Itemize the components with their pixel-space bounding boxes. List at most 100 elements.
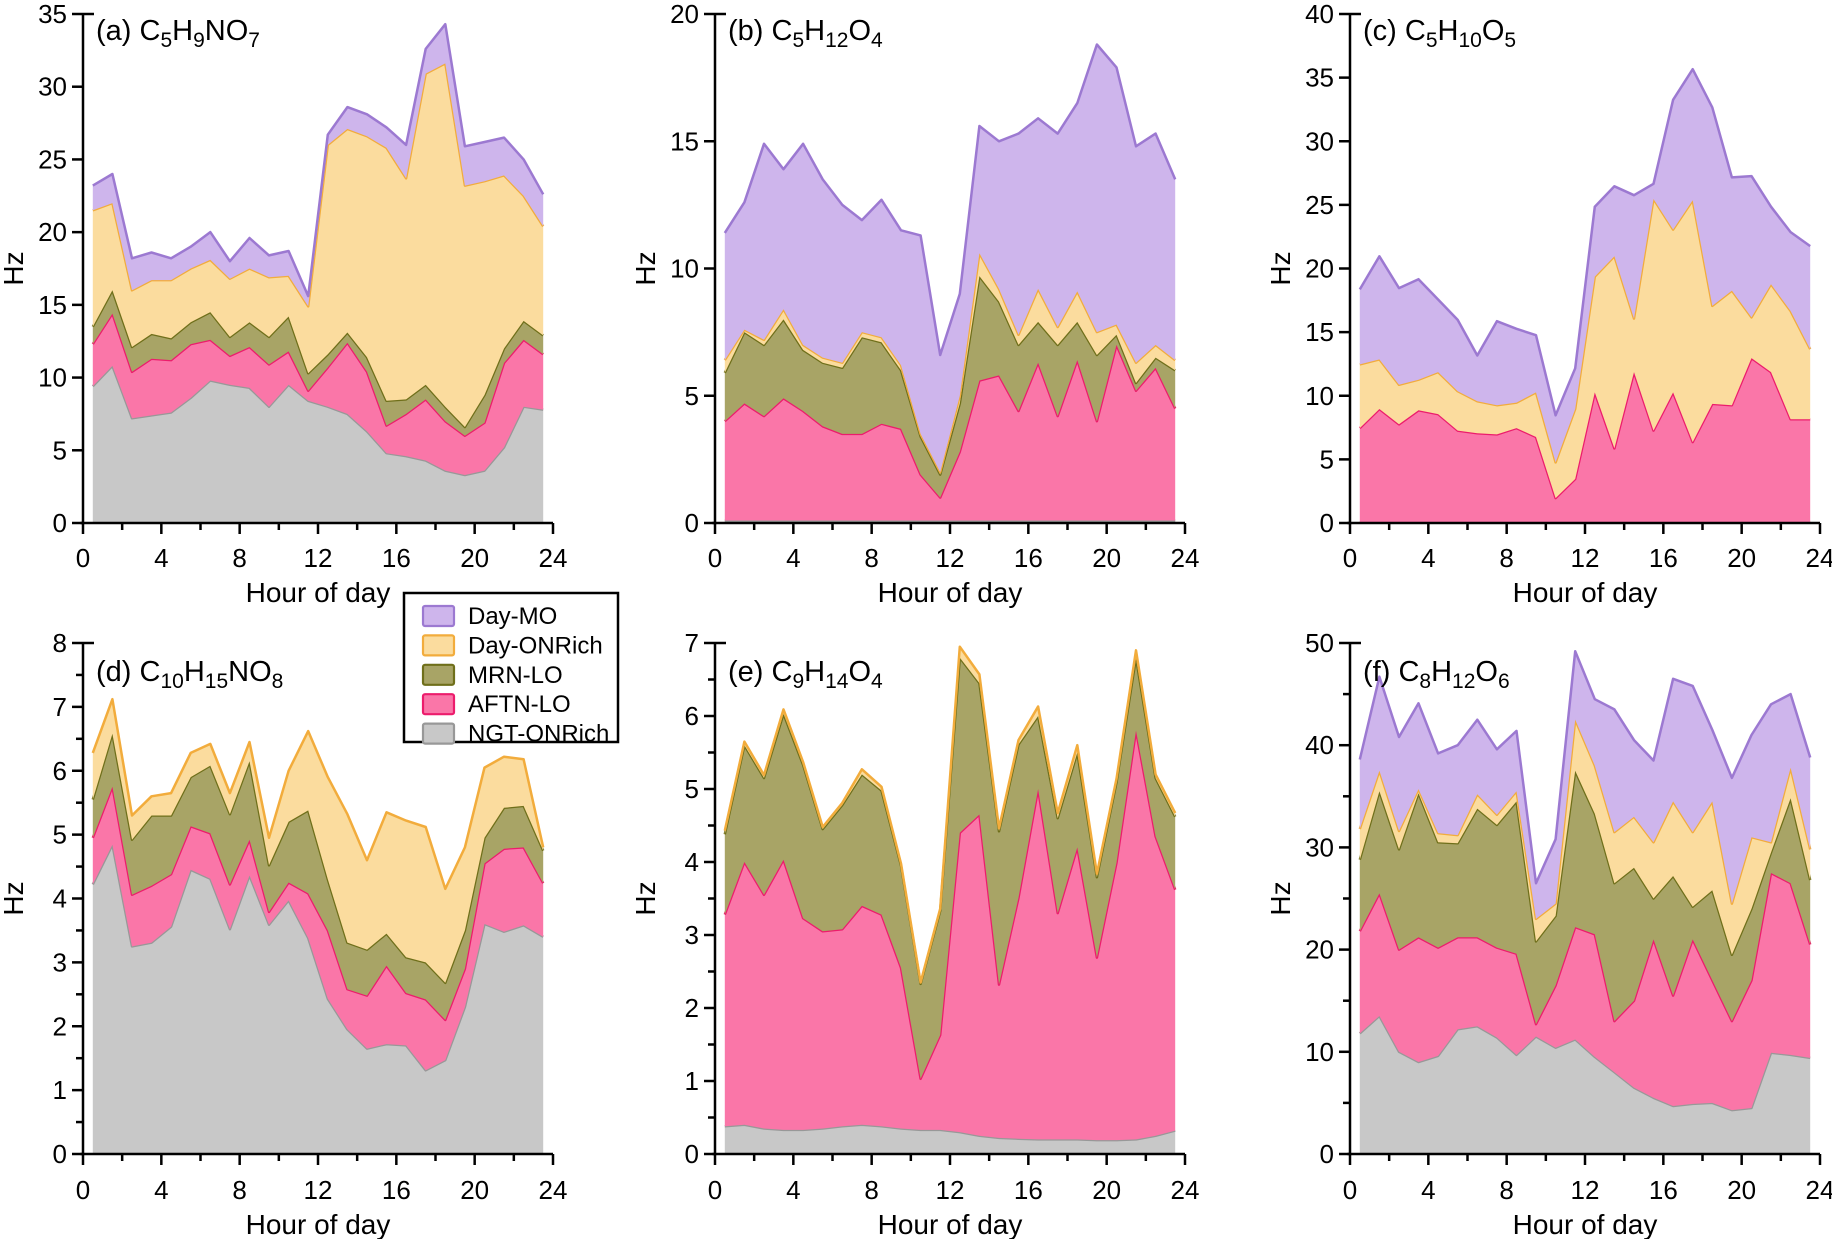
y-tick-label: 40 bbox=[1305, 0, 1334, 29]
y-tick-label: 25 bbox=[1305, 190, 1334, 220]
area-MRN-LO bbox=[724, 657, 1176, 1079]
x-tick-label: 0 bbox=[708, 1175, 722, 1205]
x-tick-label: 24 bbox=[1171, 1175, 1200, 1205]
area-Day-ONRich bbox=[92, 63, 544, 428]
legend-swatch-Day-MO bbox=[421, 604, 456, 628]
x-tick-label: 20 bbox=[1727, 1175, 1756, 1205]
y-axis-title: Hz bbox=[630, 881, 661, 915]
x-tick-label: 12 bbox=[1571, 1175, 1600, 1205]
area-AFTN-LO bbox=[724, 344, 1176, 521]
x-tick-label: 24 bbox=[1806, 1175, 1832, 1205]
x-tick-label: 20 bbox=[1727, 543, 1756, 573]
y-tick-label: 4 bbox=[53, 884, 67, 914]
panel-f: 0 10 20 30 40 50 0 4 8 12 16 20 24 Hz Hour of day (f) C… bbox=[1265, 628, 1832, 1239]
panel-title: (a) C5H9NO7 bbox=[96, 15, 260, 52]
boundary-Day-ONRich bbox=[723, 251, 1176, 474]
y-tick-label: 10 bbox=[1305, 1037, 1334, 1067]
x-tick-label: 0 bbox=[76, 1175, 90, 1205]
boundary-Day-MO bbox=[723, 43, 1177, 357]
y-tick-label: 20 bbox=[1305, 935, 1334, 965]
x-tick-label: 8 bbox=[1499, 1175, 1513, 1205]
x-tick-label: 24 bbox=[539, 543, 568, 573]
x-tick-label: 16 bbox=[1014, 1175, 1043, 1205]
y-axis-title: Hz bbox=[0, 881, 29, 915]
x-tick-label: 4 bbox=[1421, 1175, 1435, 1205]
y-tick-label: 15 bbox=[38, 290, 67, 320]
area-NGT-ONRich bbox=[92, 365, 544, 523]
legend-swatch-NGT-ONRich bbox=[421, 722, 456, 745]
y-tick-label: 1 bbox=[53, 1075, 67, 1105]
area-NGT-ONRich bbox=[724, 1124, 1176, 1154]
x-tick-label: 8 bbox=[864, 1175, 878, 1205]
boundary-Day-ONRich bbox=[723, 645, 1177, 984]
y-tick-label: 40 bbox=[1305, 730, 1334, 760]
x-tick-label: 20 bbox=[1092, 543, 1121, 573]
x-tick-label: 8 bbox=[232, 1175, 246, 1205]
y-tick-label: 5 bbox=[1320, 444, 1334, 474]
x-tick-label: 16 bbox=[382, 543, 411, 573]
legend-label-Day-MO: Day-MO bbox=[468, 603, 557, 630]
panel-title: (d) C10H15NO8 bbox=[96, 656, 283, 693]
y-tick-label: 35 bbox=[1305, 63, 1334, 93]
area-NGT-ONRich bbox=[1359, 1016, 1811, 1154]
area-Day-ONRich bbox=[92, 699, 544, 983]
legend-label-Day-ONRich: Day-ONRich bbox=[468, 632, 603, 659]
x-tick-label: 12 bbox=[1571, 543, 1600, 573]
y-tick-label: 0 bbox=[1320, 508, 1334, 538]
y-axis-title: Hz bbox=[1265, 251, 1296, 285]
area-Day-ONRich bbox=[1359, 719, 1811, 955]
y-tick-label: 20 bbox=[670, 0, 699, 29]
legend-label-NGT-ONRich: NGT-ONRich bbox=[468, 721, 609, 748]
panel-title: (f) C8H12O6 bbox=[1363, 656, 1510, 693]
x-tick-label: 20 bbox=[460, 1175, 489, 1205]
y-tick-label: 50 bbox=[1305, 628, 1334, 658]
y-axis-title: Hz bbox=[630, 251, 661, 285]
x-tick-label: 8 bbox=[1499, 543, 1513, 573]
legend-label-AFTN-LO: AFTN-LO bbox=[468, 691, 571, 718]
x-axis-title: Hour of day bbox=[1513, 577, 1658, 608]
y-tick-label: 20 bbox=[1305, 254, 1334, 284]
area-Day-MO bbox=[1359, 651, 1811, 919]
x-tick-label: 12 bbox=[936, 543, 965, 573]
x-axis-title: Hour of day bbox=[878, 1209, 1023, 1239]
y-tick-label: 15 bbox=[670, 126, 699, 156]
y-tick-label: 0 bbox=[685, 1139, 699, 1169]
y-tick-label: 0 bbox=[685, 508, 699, 538]
x-tick-label: 8 bbox=[232, 543, 246, 573]
y-tick-label: 6 bbox=[53, 756, 67, 786]
y-tick-label: 35 bbox=[38, 0, 67, 29]
y-tick-label: 5 bbox=[685, 774, 699, 804]
y-tick-label: 5 bbox=[685, 381, 699, 411]
y-tick-label: 10 bbox=[38, 363, 67, 393]
x-tick-label: 12 bbox=[936, 1175, 965, 1205]
y-tick-label: 30 bbox=[1305, 832, 1334, 862]
x-tick-label: 4 bbox=[1421, 543, 1435, 573]
x-axis-title: Hour of day bbox=[878, 577, 1023, 608]
y-tick-label: 7 bbox=[53, 692, 67, 722]
x-tick-label: 0 bbox=[76, 543, 90, 573]
y-tick-label: 0 bbox=[53, 1139, 67, 1169]
y-axis-title: Hz bbox=[0, 251, 29, 285]
x-tick-label: 4 bbox=[786, 543, 800, 573]
x-tick-label: 12 bbox=[304, 543, 333, 573]
boundary-Day-MO bbox=[1358, 649, 1812, 885]
x-tick-label: 0 bbox=[708, 543, 722, 573]
y-tick-label: 2 bbox=[685, 993, 699, 1023]
x-tick-label: 24 bbox=[1171, 543, 1200, 573]
x-tick-label: 16 bbox=[1014, 543, 1043, 573]
x-tick-label: 16 bbox=[1649, 1175, 1678, 1205]
legend-swatch-MRN-LO bbox=[421, 663, 456, 686]
x-tick-label: 12 bbox=[304, 1175, 333, 1205]
y-tick-label: 7 bbox=[685, 628, 699, 658]
x-tick-label: 24 bbox=[1806, 543, 1832, 573]
x-tick-label: 20 bbox=[1092, 1175, 1121, 1205]
x-tick-label: 20 bbox=[460, 543, 489, 573]
y-tick-label: 3 bbox=[53, 947, 67, 977]
x-axis-title: Hour of day bbox=[1513, 1209, 1658, 1239]
panel-title: (c) C5H10O5 bbox=[1363, 15, 1516, 52]
boundary-Day-MO bbox=[1358, 67, 1811, 417]
boundary-Day-ONRich bbox=[91, 697, 545, 891]
y-tick-label: 1 bbox=[685, 1066, 699, 1096]
area-MRN-LO bbox=[92, 290, 544, 436]
